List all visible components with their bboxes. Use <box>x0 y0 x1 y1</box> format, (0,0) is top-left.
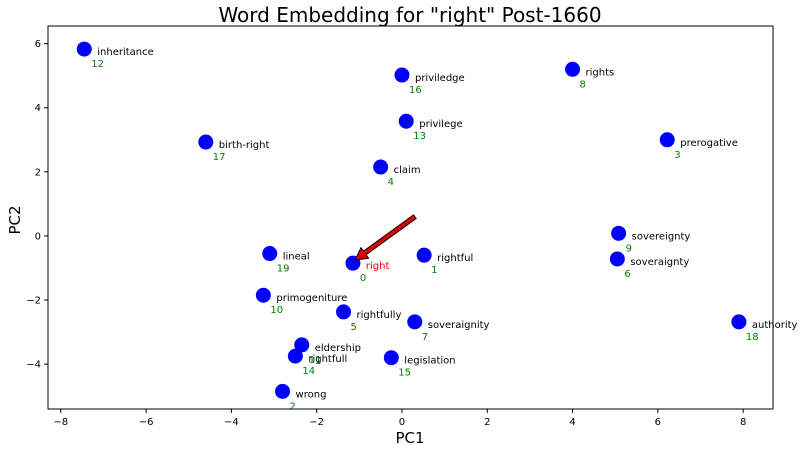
data-point-priviledge <box>394 67 410 83</box>
arrow-annotation <box>354 214 417 261</box>
point-word-label: privilege <box>419 119 462 130</box>
chart-title: Word Embedding for "right" Post-1660 <box>218 3 601 27</box>
plot-frame <box>47 25 774 410</box>
point-word-label: inheritance <box>97 47 154 58</box>
data-point-wrong <box>275 383 291 399</box>
point-word-label: legislation <box>404 356 455 367</box>
point-index-label: 14 <box>302 366 315 377</box>
point-index-label: 10 <box>270 305 283 316</box>
point-word-label: soveraignity <box>428 320 490 331</box>
point-index-label: 18 <box>746 332 759 343</box>
x-axis: −8 −6 −4 −2 0 2 4 6 8 <box>53 409 746 428</box>
y-tick-label: 2 <box>35 167 41 178</box>
point-word-label: birth-right <box>219 140 270 151</box>
data-point-claim <box>373 159 389 175</box>
point-index-label: 2 <box>290 401 296 412</box>
y-tick-label: 0 <box>35 231 41 242</box>
y-tick-label: −4 <box>26 360 41 371</box>
point-word-label: rights <box>586 67 615 78</box>
data-point-rightfully <box>336 304 352 320</box>
x-tick-label: 6 <box>655 417 661 428</box>
data-point-authority <box>731 314 747 330</box>
point-word-label: rightful <box>437 253 473 264</box>
point-word-label: right <box>366 261 390 272</box>
y-tick-label: 6 <box>35 39 41 50</box>
x-tick-label: −4 <box>224 417 239 428</box>
point-word-label: authority <box>752 320 798 331</box>
point-index-label: 6 <box>624 269 630 280</box>
point-word-label: rightfull <box>308 354 347 365</box>
point-index-label: 0 <box>360 273 366 284</box>
x-tick-label: 4 <box>569 417 575 428</box>
point-word-label: claim <box>394 165 421 176</box>
point-index-label: 19 <box>277 264 290 275</box>
point-word-label: lineal <box>283 252 310 263</box>
point-index-label: 11 <box>309 355 322 366</box>
point-index-label: 8 <box>580 79 586 90</box>
x-axis-title: PC1 <box>395 429 424 447</box>
data-point-rightful <box>416 247 432 263</box>
data-point-legislation <box>383 350 399 366</box>
point-word-label: eldership <box>315 343 361 354</box>
x-tick-label: 2 <box>484 417 490 428</box>
point-index-label: 7 <box>422 332 428 343</box>
point-index-label: 12 <box>91 59 104 70</box>
x-tick-label: −8 <box>53 417 68 428</box>
data-point-rightfull <box>287 348 303 364</box>
point-index-label: 15 <box>398 368 411 379</box>
data-point-soveraignty <box>609 251 625 267</box>
point-word-label: primogeniture <box>276 293 347 304</box>
data-point-inheritance <box>76 41 92 57</box>
point-index-label: 9 <box>626 243 632 254</box>
point-index-label: 13 <box>413 131 426 142</box>
y-tick-label: −2 <box>26 296 41 307</box>
x-tick-label: −2 <box>309 417 324 428</box>
data-point-soveraignity <box>407 314 423 330</box>
data-point-eldership <box>294 337 310 353</box>
x-tick-label: 0 <box>399 417 405 428</box>
point-word-label: rightfully <box>357 310 402 321</box>
data-point-lineal <box>262 246 278 262</box>
point-word-label: sovereignty <box>632 231 691 242</box>
point-index-label: 16 <box>409 85 422 96</box>
x-tick-label: 8 <box>740 417 746 428</box>
point-index-label: 17 <box>213 152 226 163</box>
point-word-label: priviledge <box>415 73 465 84</box>
point-index-label: 1 <box>431 265 437 276</box>
point-index-label: 4 <box>388 177 394 188</box>
data-point-sovereignty <box>611 225 627 241</box>
data-point-birth-right <box>198 134 214 150</box>
point-word-label: prerogative <box>680 138 738 149</box>
data-point-prerogative <box>659 132 675 148</box>
data-point-privilege <box>398 113 414 129</box>
data-point-rights <box>565 61 581 77</box>
x-tick-label: −6 <box>139 417 154 428</box>
data-point-primogeniture <box>255 287 271 303</box>
point-word-label: wrong <box>296 389 327 400</box>
point-word-label: soveraignty <box>630 257 689 268</box>
y-tick-label: 4 <box>35 103 41 114</box>
point-index-label: 5 <box>351 322 357 333</box>
point-index-label: 3 <box>674 150 680 161</box>
y-axis: −4 −2 0 2 4 6 <box>26 39 48 371</box>
y-axis-title: PC2 <box>6 205 24 234</box>
